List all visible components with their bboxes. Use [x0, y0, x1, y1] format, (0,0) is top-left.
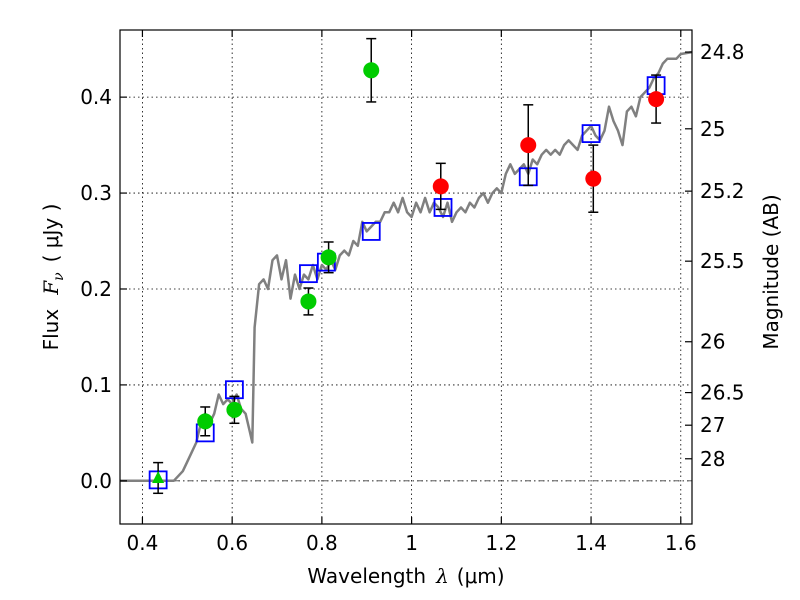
y-tick-labels: 0.0 0.1 0.2 0.3 0.4	[80, 85, 112, 493]
nir-detection-point	[432, 178, 449, 195]
x-axis-unit: (μm)	[457, 564, 505, 588]
optical-detection-point	[363, 62, 380, 79]
y-tick-label: 0.4	[80, 85, 112, 109]
plot-area	[120, 37, 693, 495]
magnitude-tick-label: 25	[700, 117, 725, 141]
y-tick-label: 0.3	[80, 181, 112, 205]
y-tick-label: 0.2	[80, 277, 112, 301]
y-axis-subscript: ν	[51, 272, 67, 281]
x-tick-label: 1.6	[665, 531, 697, 555]
magnitude-tick-label: 25.2	[700, 179, 745, 203]
upper-limit-marker	[152, 470, 165, 483]
magnitude-axis-title: Magnitude (AB)	[759, 194, 783, 349]
x-tick-label: 1.4	[575, 531, 607, 555]
x-tick-label: 1	[405, 531, 418, 555]
model-photometry-square	[433, 198, 453, 217]
magnitude-tick-label: 26	[700, 330, 725, 354]
axis-ticks	[120, 30, 692, 524]
magnitude-tick-label: 27	[700, 413, 725, 437]
nir-detection-point	[520, 137, 537, 154]
y-tick-label: 0.0	[80, 469, 112, 493]
x-axis-title-text: Wavelength	[307, 564, 426, 588]
model-photometry-square	[361, 222, 381, 241]
x-tick-label: 1.2	[485, 531, 517, 555]
axes-frame	[119, 29, 693, 525]
x-tick-label: 0.6	[216, 531, 248, 555]
x-tick-label: 0.4	[127, 531, 159, 555]
nir-detection-point	[585, 170, 602, 187]
optical-detection-point	[320, 249, 337, 266]
x-tick-label: 0.8	[306, 531, 338, 555]
x-axis-symbol: λ	[435, 564, 449, 588]
magnitude-tick-labels: 24.8 25 25.2 25.5 26 26.5 27 28	[700, 40, 745, 471]
nir-detection-point	[648, 91, 665, 108]
model-photometry-square	[299, 264, 318, 284]
y-axis-symbol: F	[39, 280, 63, 296]
magnitude-tick-label: 24.8	[700, 40, 745, 64]
optical-detection-point	[300, 293, 317, 310]
model-photometry-square	[581, 124, 601, 143]
magnitude-tick-label: 28	[700, 447, 725, 471]
x-tick-labels: 0.4 0.6 0.8 1 1.2 1.4 1.6	[127, 531, 697, 555]
y-tick-label: 0.1	[80, 373, 112, 397]
y-axis-title: Flux Fν ( μJy )	[39, 204, 67, 351]
magnitude-tick-label: 26.5	[700, 381, 745, 405]
optical-detection-point	[226, 401, 243, 418]
x-axis-title: Wavelength λ (μm)	[307, 564, 504, 588]
magnitude-tick-label: 25.5	[700, 249, 745, 273]
optical-detection-point	[197, 413, 214, 430]
y-axis-title-text: Flux	[39, 309, 63, 351]
y-axis-unit: ( μJy )	[39, 204, 63, 263]
